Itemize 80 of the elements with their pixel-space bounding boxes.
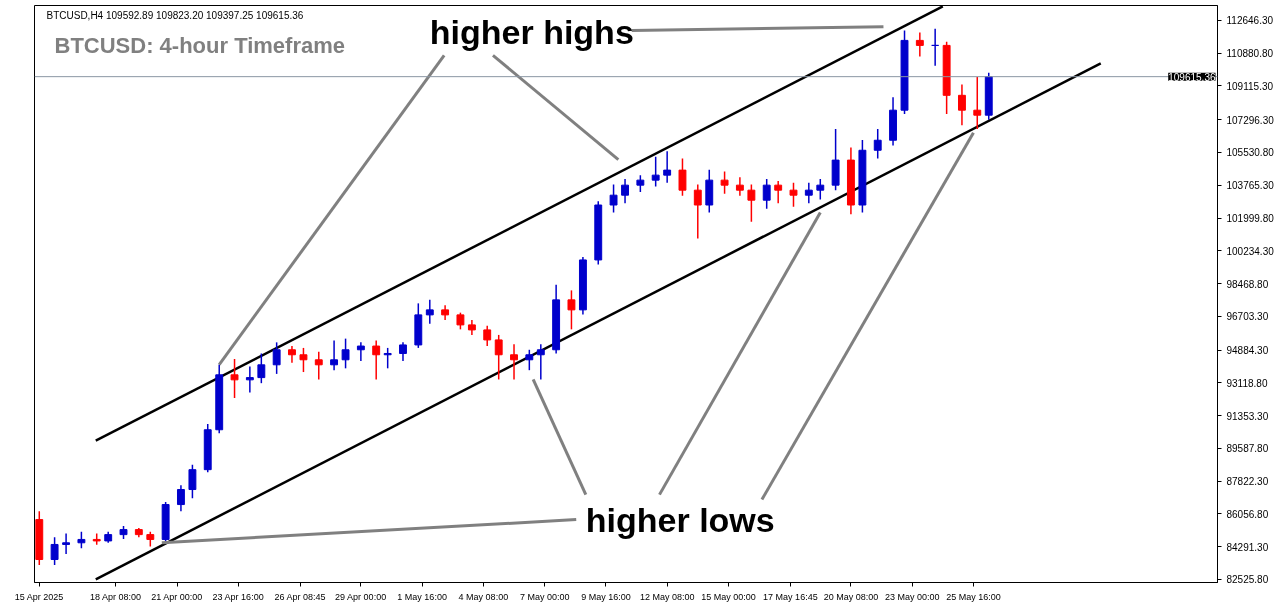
candlestick	[230, 358, 239, 399]
x-tick-label: 9 May 16:00	[581, 591, 631, 602]
x-tick-label: 15 May 00:00	[701, 591, 756, 602]
candlestick	[789, 181, 798, 208]
x-tick-label: 7 May 00:00	[519, 591, 570, 602]
candlestick	[525, 349, 534, 371]
candlestick	[747, 183, 756, 223]
x-tick-label: 12 May 08:00	[639, 591, 695, 602]
candlestick	[621, 178, 629, 204]
candlestick	[973, 76, 982, 130]
x-tick-label: 23 May 00:00	[884, 591, 940, 602]
y-tick-label: 98468.80	[1226, 278, 1269, 290]
candlestick	[567, 289, 576, 331]
text: BTCUSD: 4-hour Timeframe	[54, 33, 346, 58]
candlestick	[510, 343, 518, 381]
candlestick	[245, 365, 254, 394]
candlestick	[873, 128, 882, 160]
candlestick	[383, 347, 392, 370]
candlestick	[958, 83, 966, 126]
candlestick	[314, 350, 323, 381]
candlestick	[50, 536, 59, 566]
candlestick	[663, 150, 672, 184]
candlestick	[341, 337, 350, 370]
candlestick	[176, 484, 185, 512]
candlestick	[693, 183, 702, 240]
ref-line-label: 109615.36	[1168, 71, 1216, 83]
annotation: higher highs	[429, 13, 634, 52]
y-tick-label: 100234.30	[1226, 245, 1275, 257]
candlestick	[272, 341, 281, 375]
y-tick-label: 101999.80	[1226, 213, 1275, 224]
candlestick	[399, 341, 407, 362]
y-tick-label: 87822.30	[1226, 476, 1269, 488]
x-tick-label: 18 Apr 08:00	[90, 591, 142, 602]
y-tick-label: 103765.30	[1226, 180, 1275, 192]
candlestick	[372, 339, 381, 381]
y-tick-label: 82525.80	[1226, 574, 1269, 586]
candlestick	[483, 324, 492, 347]
x-tick-label: 26 Apr 08:45	[274, 591, 326, 602]
candlestick	[330, 339, 339, 371]
candlestick	[678, 157, 687, 197]
candlestick	[915, 31, 924, 58]
x-tick-label: 29 Apr 00:00	[335, 591, 387, 602]
candlestick	[356, 341, 365, 362]
x-tick-label: 17 May 16:45	[763, 591, 818, 602]
candlestick	[188, 464, 197, 499]
y-tick-label: 110880.80	[1226, 48, 1274, 60]
candlestick	[774, 180, 783, 204]
candlestick	[425, 298, 434, 325]
candlestick	[651, 156, 660, 188]
candlestick	[735, 176, 744, 197]
candlestick	[62, 532, 71, 555]
x-tick-label: 25 May 16:00	[946, 591, 1001, 602]
candlestick	[609, 183, 618, 214]
candlestick	[762, 178, 771, 210]
y-tick-label: 96703.30	[1226, 311, 1269, 323]
y-tick-label: 89587.80	[1226, 443, 1269, 455]
y-tick-label: 93118.80	[1226, 377, 1268, 389]
y-tick-label: 109115.30	[1226, 80, 1274, 92]
candlestick	[536, 343, 545, 381]
x-tick-label: 21 Apr 00:00	[151, 591, 203, 602]
x-tick-label: 4 May 08:00	[458, 591, 509, 602]
y-tick-label: 94884.30	[1226, 345, 1269, 357]
x-tick-label: 15 Apr 2025	[14, 591, 64, 602]
y-tick-label: 91353.30	[1226, 410, 1269, 422]
candlestick	[257, 352, 266, 384]
x-tick-label: 1 May 16:00	[397, 591, 447, 602]
candlestick	[494, 334, 503, 381]
candlestick	[816, 178, 825, 201]
y-tick-label: 86056.80	[1226, 508, 1269, 520]
y-tick-label: 112646.30	[1226, 15, 1274, 27]
x-tick-label: 23 Apr 16:00	[212, 591, 264, 602]
y-tick-label: 107296.30	[1226, 114, 1275, 126]
annotation: BTCUSD,H4 109592.89 109823.20 109397.25 109615.36	[46, 9, 304, 21]
x-tick-label: 20 May 08:00	[823, 591, 879, 602]
annotation: higher lows	[585, 500, 775, 539]
candlestick	[720, 170, 729, 195]
y-tick-label: 84291.30	[1226, 541, 1269, 553]
candlestick	[299, 347, 308, 373]
y-tick-label: 105530.80	[1226, 147, 1275, 159]
candlestick	[804, 181, 813, 204]
